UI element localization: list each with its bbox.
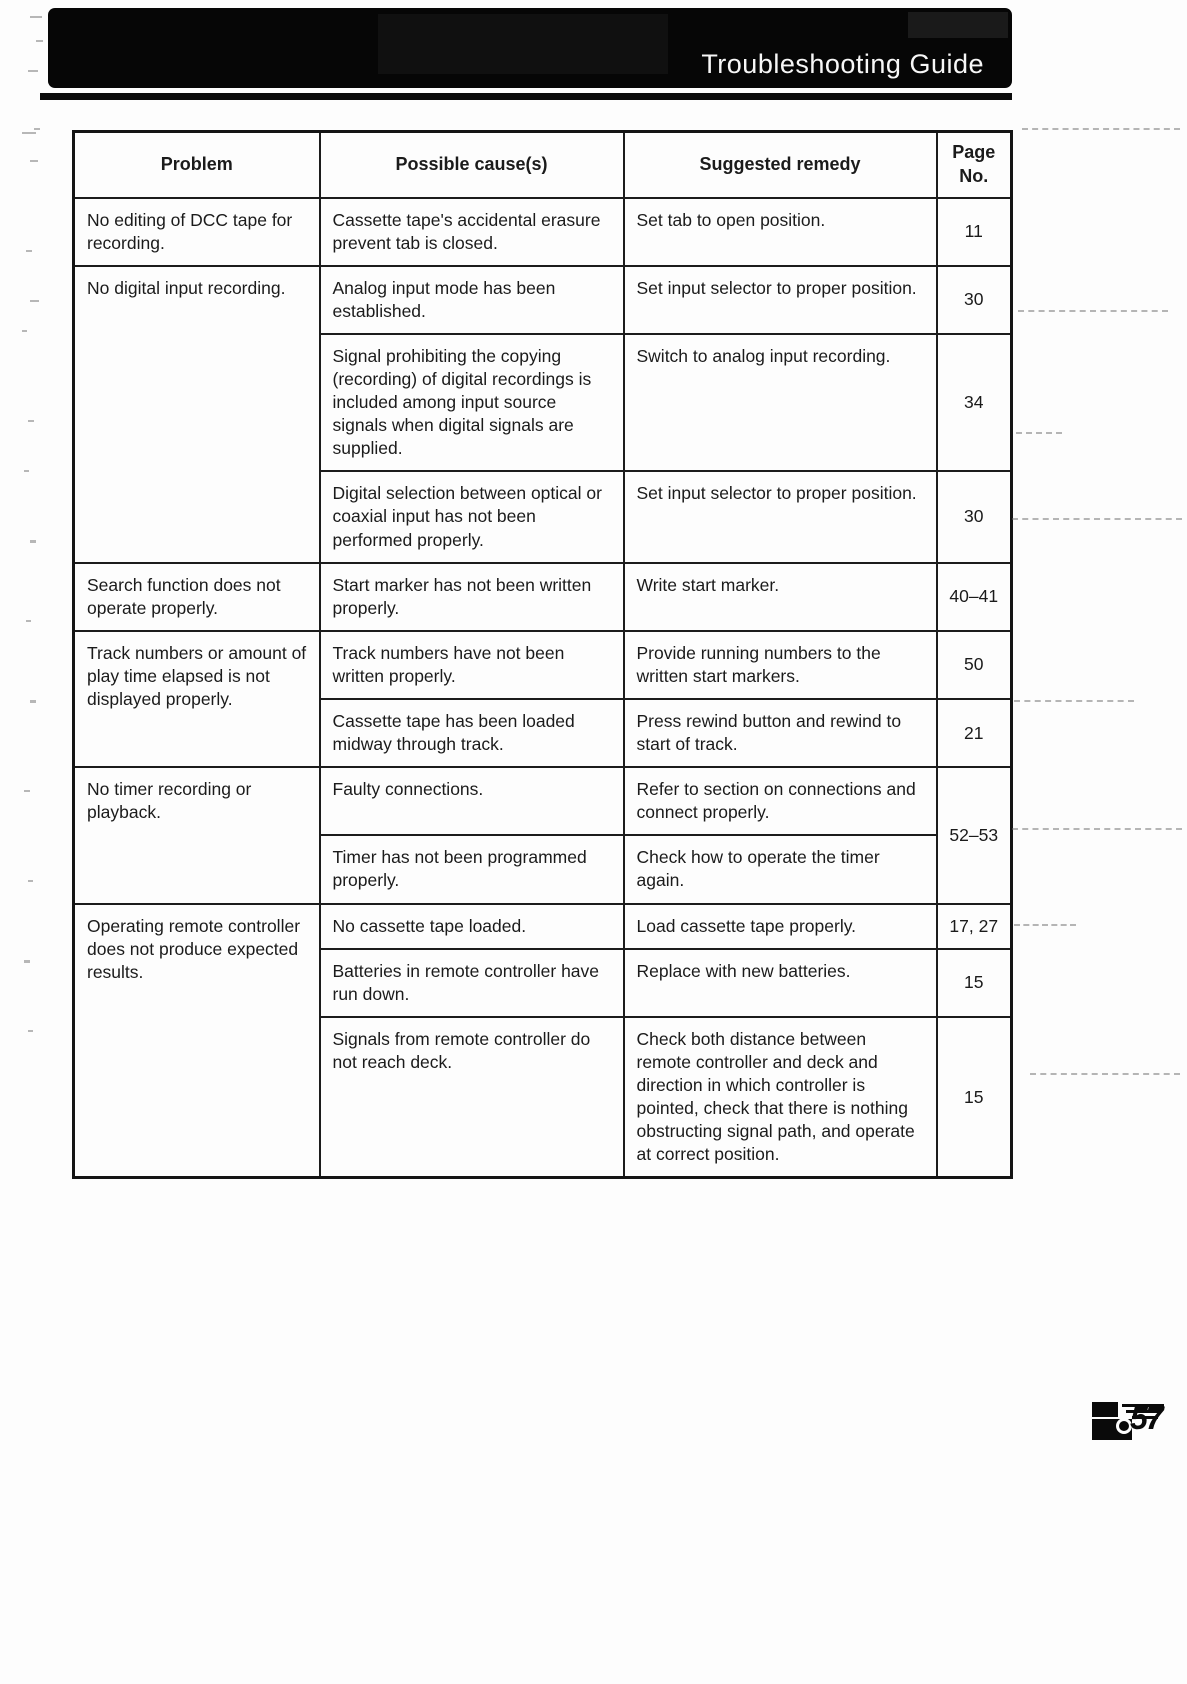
scan-artifact <box>28 1030 33 1032</box>
scan-artifact <box>24 790 30 792</box>
page-cell: 30 <box>935 264 1013 335</box>
problem-cell: No timer recording or playback. <box>72 766 321 905</box>
table-row: Digital selection between optical or coa… <box>74 470 1013 564</box>
remedy-cell: Set input selector to proper position. <box>622 470 938 564</box>
table-header-row: Problem Possible cause(s) Suggested reme… <box>72 130 1013 199</box>
header-banner: Troubleshooting Guide <box>48 8 1012 88</box>
scan-artifact <box>34 128 40 130</box>
table-row: Signal prohibiting the copying (recordin… <box>74 332 1013 473</box>
table-row: No timer recording or playback. Faulty c… <box>72 766 1013 905</box>
scan-artifact <box>28 70 38 72</box>
remedy-cell: Set tab to open position. <box>622 196 938 267</box>
page-number-glyph: 57 <box>1092 1400 1164 1442</box>
table-row: Operating remote controller does not pro… <box>72 902 1013 1179</box>
col-header-problem: Problem <box>72 130 321 199</box>
table-row: Batteries in remote controller have run … <box>74 947 1013 1018</box>
page-cell: 15 <box>935 947 1013 1018</box>
cause-cell: Timer has not been programmed properly. <box>318 834 625 905</box>
cause-cell: Batteries in remote controller have run … <box>318 947 625 1018</box>
scan-artifact <box>30 700 36 703</box>
banner-scan-noise <box>908 12 1008 38</box>
cause-cell: Cassette tape's accidental erasure preve… <box>318 196 625 267</box>
scan-artifact <box>1012 518 1182 520</box>
cause-cell: Start marker has not been written proper… <box>318 561 625 632</box>
table-row: Track numbers or amount of play time ela… <box>72 629 1013 769</box>
problem-cell: No digital input recording. <box>72 264 321 564</box>
table-row: Timer has not been programmed properly. … <box>74 834 1012 905</box>
glyph-stripe <box>1126 1410 1160 1413</box>
footer-page-number: 57 <box>1130 1400 1164 1436</box>
cause-cell: Cassette tape has been loaded midway thr… <box>318 697 625 769</box>
cause-cell: Track numbers have not been written prop… <box>318 629 625 701</box>
page-cell: 50 <box>935 629 1013 701</box>
remedy-cell: Check both distance between remote contr… <box>622 1015 938 1179</box>
remedy-cell: Check how to operate the timer again. <box>622 834 938 905</box>
scan-artifact <box>28 880 33 882</box>
col-header-page: Page No. <box>935 130 1013 199</box>
cause-cell: Signals from remote controller do not re… <box>318 1015 625 1179</box>
glyph-stripe <box>1122 1404 1164 1407</box>
scan-artifact <box>36 40 43 42</box>
problem-cell: No editing of DCC tape for recording. <box>72 196 321 267</box>
glyph-block <box>1116 1418 1132 1434</box>
glyph-block <box>1092 1402 1118 1417</box>
table-row: Cassette tape has been loaded midway thr… <box>74 697 1013 769</box>
cause-cell: Digital selection between optical or coa… <box>318 470 625 564</box>
problem-cell: Search function does not operate properl… <box>72 561 321 632</box>
table-row: No digital input recording. Analog input… <box>72 264 1013 564</box>
remedy-cell: Load cassette tape properly. <box>622 902 938 950</box>
scan-artifact <box>1014 924 1076 926</box>
remedy-cell: Replace with new batteries. <box>622 947 938 1018</box>
remedy-cell: Provide running numbers to the written s… <box>622 629 938 701</box>
scan-artifact <box>24 960 30 963</box>
remedy-cell: Refer to section on connections and conn… <box>622 766 938 837</box>
banner-underline <box>40 93 1012 100</box>
scan-artifact <box>1022 128 1180 130</box>
troubleshooting-table: Problem Possible cause(s) Suggested reme… <box>72 130 1013 1180</box>
scan-artifact <box>22 330 27 332</box>
scan-artifact <box>30 160 38 162</box>
page-cell: 34 <box>935 332 1013 473</box>
scan-artifact <box>24 470 29 472</box>
banner-scan-noise <box>378 14 668 74</box>
page-cell: 21 <box>935 697 1013 769</box>
col-header-remedy: Suggested remedy <box>622 130 938 199</box>
remedy-cell: Set input selector to proper position. <box>622 264 938 335</box>
page-title: Troubleshooting Guide <box>701 49 984 79</box>
scan-artifact <box>1014 700 1134 702</box>
page-cell: 17, 27 <box>935 902 1013 950</box>
scan-artifact <box>22 132 36 134</box>
scan-artifact <box>1030 1073 1180 1075</box>
page-cell: 40–41 <box>935 561 1013 632</box>
glyph-stripe <box>1132 1416 1158 1419</box>
scan-artifact <box>1012 828 1182 830</box>
remedy-cell: Press rewind button and rewind to start … <box>622 697 938 769</box>
cause-cell: No cassette tape loaded. <box>318 902 625 950</box>
cause-cell: Faulty connections. <box>318 766 625 837</box>
scan-artifact <box>28 420 34 422</box>
page-cell: 15 <box>935 1015 1013 1179</box>
col-header-cause: Possible cause(s) <box>318 130 625 199</box>
scan-artifact <box>30 16 42 18</box>
table-row: No editing of DCC tape for recording. Ca… <box>72 196 1013 267</box>
table-row: Search function does not operate properl… <box>72 561 1013 632</box>
page-cell: 30 <box>935 470 1013 564</box>
problem-cell: Track numbers or amount of play time ela… <box>72 629 321 769</box>
scan-artifact <box>1018 310 1168 312</box>
scan-artifact <box>26 250 32 252</box>
remedy-cell: Switch to analog input recording. <box>622 332 938 473</box>
scan-artifact <box>26 620 31 622</box>
table-row: Signals from remote controller do not re… <box>74 1015 1013 1179</box>
page-cell: 11 <box>935 196 1013 267</box>
page-cell: 52–53 <box>935 766 1013 905</box>
problem-cell: Operating remote controller does not pro… <box>72 902 321 1179</box>
cause-cell: Signal prohibiting the copying (recordin… <box>318 332 625 473</box>
scan-artifact <box>30 300 39 302</box>
cause-cell: Analog input mode has been established. <box>318 264 625 335</box>
remedy-cell: Write start marker. <box>622 561 938 632</box>
scan-artifact <box>1016 432 1062 434</box>
scan-artifact <box>30 540 36 543</box>
